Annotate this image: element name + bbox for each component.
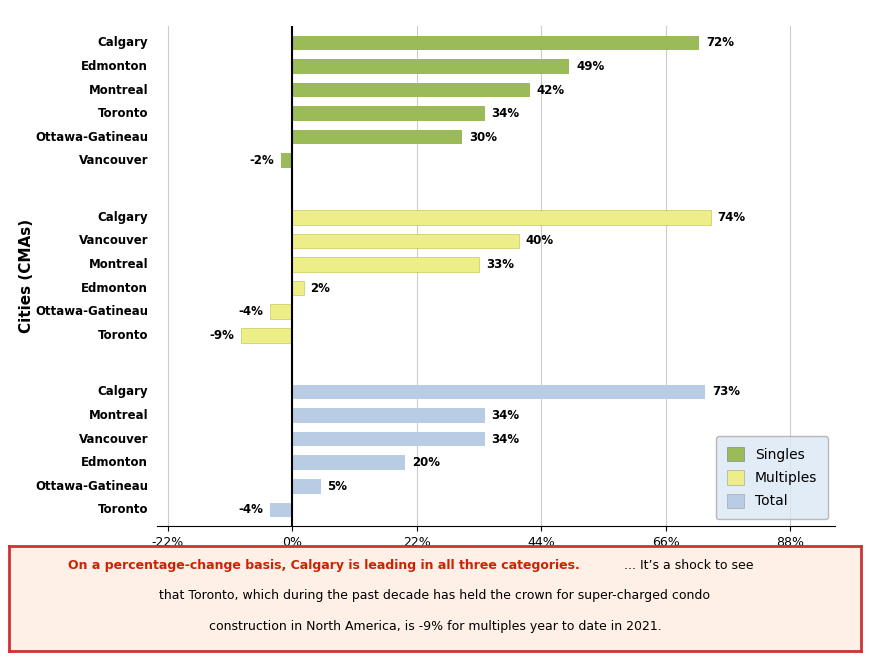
Text: Montreal: Montreal [89,258,148,271]
Text: -4%: -4% [238,503,262,517]
Text: Edmonton: Edmonton [81,282,148,295]
Text: 73%: 73% [711,386,739,399]
Bar [269,305,292,319]
Bar [292,479,320,494]
Bar [292,83,529,97]
Bar [292,455,405,470]
Text: Toronto: Toronto [97,107,148,120]
Text: 42%: 42% [536,84,564,97]
Text: that Toronto, which during the past decade has held the crown for super-charged : that Toronto, which during the past deca… [159,589,710,602]
Text: Edmonton: Edmonton [81,60,148,73]
Text: Vancouver: Vancouver [78,234,148,247]
Text: Calgary: Calgary [97,386,148,399]
Bar [292,36,699,50]
Text: Vancouver: Vancouver [78,154,148,167]
Text: Toronto: Toronto [97,503,148,517]
Text: Vancouver: Vancouver [78,432,148,445]
Text: 74%: 74% [717,211,745,224]
Text: Edmonton: Edmonton [81,456,148,469]
Text: 49%: 49% [575,60,604,73]
Text: 34%: 34% [491,432,519,445]
Text: Calgary: Calgary [97,211,148,224]
Text: -4%: -4% [238,305,262,318]
Bar [292,408,484,423]
Text: -2%: -2% [249,154,274,167]
Text: Ottawa-Gatineau: Ottawa-Gatineau [35,305,148,318]
Bar [281,153,292,168]
Bar [292,130,461,145]
Text: 34%: 34% [491,409,519,422]
Text: 72%: 72% [706,36,733,49]
Bar [292,107,484,121]
Text: ... It’s a shock to see: ... It’s a shock to see [620,559,753,572]
Text: On a percentage-change basis, Calgary is leading in all three categories.: On a percentage-change basis, Calgary is… [69,559,580,572]
Bar [292,385,704,399]
Text: 40%: 40% [525,234,553,247]
Text: Ottawa-Gatineau: Ottawa-Gatineau [35,480,148,493]
Bar [292,432,484,446]
Text: 34%: 34% [491,107,519,120]
Text: Cities (CMAs): Cities (CMAs) [18,219,34,334]
Text: On a percentage-change basis, Calgary is leading in all three categories. ... It: On a percentage-change basis, Calgary is… [0,657,1,658]
Text: Toronto: Toronto [97,329,148,342]
Bar [292,281,303,295]
Text: 20%: 20% [412,456,440,469]
X-axis label: % Change Y/Y: % Change Y/Y [436,557,554,572]
Text: Calgary: Calgary [97,36,148,49]
Text: 2%: 2% [310,282,330,295]
Text: 33%: 33% [485,258,513,271]
Bar [292,59,569,74]
Text: construction in North America, is -9% for multiples year to date in 2021.: construction in North America, is -9% fo… [209,620,660,632]
Text: 30%: 30% [468,131,496,143]
Text: Montreal: Montreal [89,84,148,97]
Legend: Singles, Multiples, Total: Singles, Multiples, Total [715,436,827,519]
Bar [292,257,478,272]
Text: Montreal: Montreal [89,409,148,422]
Bar [241,328,292,343]
Bar [269,503,292,517]
Bar [292,234,518,248]
Bar [292,210,710,224]
Text: Ottawa-Gatineau: Ottawa-Gatineau [35,131,148,143]
Text: 5%: 5% [327,480,347,493]
Text: -9%: -9% [209,329,235,342]
